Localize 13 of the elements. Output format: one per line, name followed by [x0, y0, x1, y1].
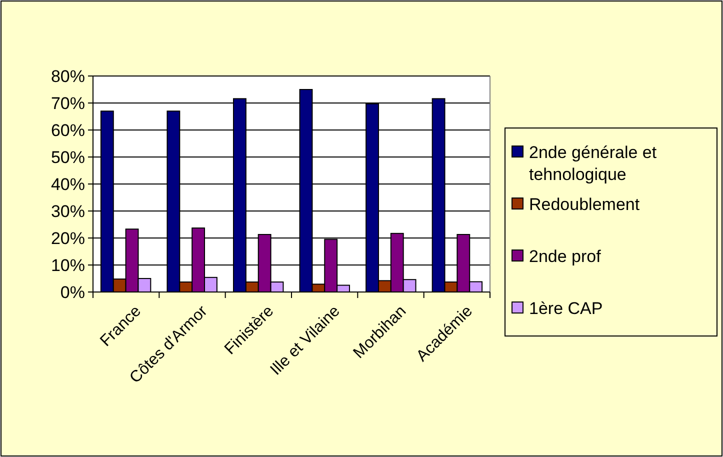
y-tick-label: 20% — [50, 228, 85, 248]
y-tick-label: 70% — [50, 94, 85, 113]
y-tick-label: 50% — [50, 148, 85, 167]
y-tick-label: 0% — [60, 282, 85, 302]
legend-label: 2nde prof — [529, 246, 602, 266]
legend-label: 2nde générale et tehnologique — [529, 142, 657, 184]
y-tick-label: 60% — [50, 120, 85, 140]
y-tick-label: 30% — [50, 202, 85, 221]
y-tick-label: 40% — [50, 174, 85, 194]
y-tick-label: 10% — [50, 256, 85, 275]
legend-label: Redoublement — [529, 194, 640, 214]
legend-label: 1ère CAP — [529, 298, 603, 318]
y-tick-label: 80% — [50, 66, 85, 86]
